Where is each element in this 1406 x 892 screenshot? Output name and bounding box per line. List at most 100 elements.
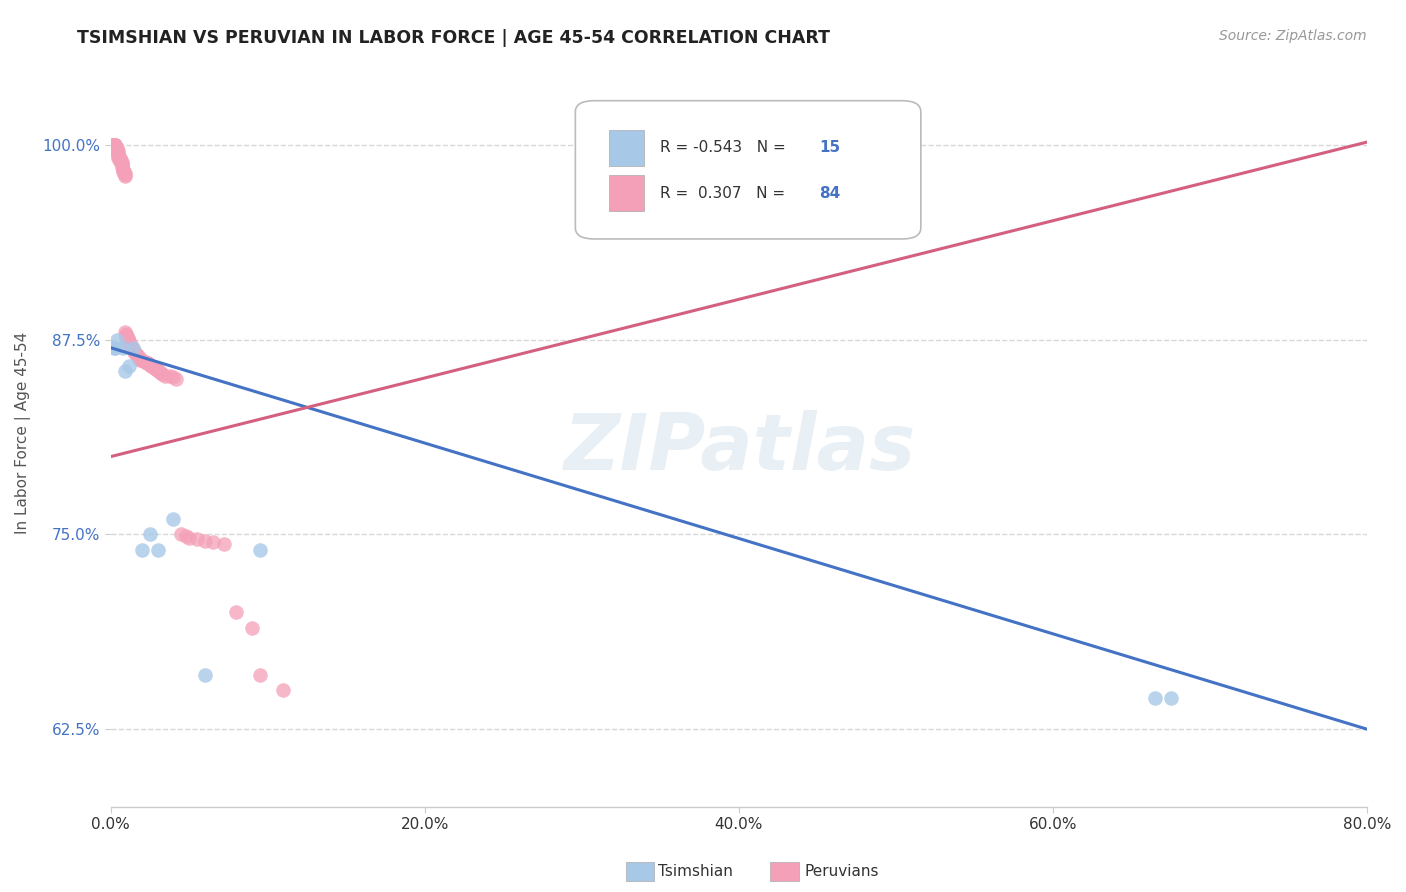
Point [134,354,156,368]
Point [145,362,167,376]
Point [174,529,197,543]
Point [114,166,136,180]
Point [120,339,142,353]
Point [194,533,217,548]
Point [114,325,136,339]
Point [212,537,235,551]
Point [110,157,132,171]
Point [118,336,141,351]
Point [146,364,169,378]
Point [103,138,125,153]
Point [121,341,143,355]
Point [105,145,128,159]
Text: Source: ZipAtlas.com: Source: ZipAtlas.com [1219,29,1367,43]
FancyBboxPatch shape [575,101,921,239]
Point [146,543,169,558]
Bar [609,176,644,211]
Point [105,143,128,157]
Point [150,367,173,381]
Point [129,353,152,368]
Point [186,532,208,546]
Point [135,356,157,370]
Point [103,138,125,153]
Point [122,345,145,359]
Point [124,347,146,361]
Text: TSIMSHIAN VS PERUVIAN IN LABOR FORCE | AGE 45-54 CORRELATION CHART: TSIMSHIAN VS PERUVIAN IN LABOR FORCE | A… [77,29,831,46]
Point [108,153,131,168]
Point [107,147,129,161]
Point [104,341,127,355]
Point [120,341,142,355]
Point [104,141,127,155]
Point [107,146,129,161]
Point [128,350,150,364]
Text: 15: 15 [820,140,841,155]
Point [159,368,181,383]
Point [121,342,143,356]
Point [162,370,184,384]
Point [128,351,150,366]
Point [104,138,127,153]
Point [155,368,177,383]
Point [148,364,170,378]
Point [249,543,271,558]
Point [105,145,128,159]
Point [104,138,127,153]
Point [149,366,172,380]
Point [114,169,136,184]
Point [194,667,217,681]
Point [103,341,125,355]
Point [139,527,162,541]
Point [110,159,132,173]
Text: Peruvians: Peruvians [804,864,879,879]
Point [108,151,131,165]
Text: R =  0.307   N =: R = 0.307 N = [659,186,790,201]
Point [136,356,159,370]
Point [107,145,129,159]
Point [117,333,139,347]
Point [170,527,193,541]
Point [1160,690,1182,705]
Point [101,138,124,153]
Point [105,333,128,347]
Point [114,364,136,378]
Point [110,155,132,169]
Point [101,138,124,153]
Point [115,326,138,341]
Point [122,343,145,358]
Point [118,334,141,349]
Point [103,138,125,153]
Point [1143,690,1166,705]
Point [108,153,131,167]
Point [143,360,166,375]
Point [108,153,131,168]
Bar [609,130,644,166]
Point [131,353,153,368]
Point [127,348,149,362]
Point [249,667,271,681]
Point [104,138,127,153]
Point [104,141,127,155]
Text: ZIPatlas: ZIPatlas [562,410,915,486]
Point [110,157,132,171]
Point [225,605,247,619]
Point [103,138,125,153]
Point [117,333,139,347]
Point [115,330,138,344]
Point [118,359,141,374]
Point [177,531,200,545]
Point [115,328,138,343]
Point [107,149,129,163]
Point [112,163,135,178]
Point [271,683,294,698]
Point [110,160,132,174]
Text: Tsimshian: Tsimshian [658,864,733,879]
Y-axis label: In Labor Force | Age 45-54: In Labor Force | Age 45-54 [15,332,31,534]
Point [139,358,162,372]
Point [117,331,139,345]
Point [105,141,128,155]
Point [166,372,188,386]
Point [162,512,184,526]
Point [131,543,153,558]
Text: R = -0.543   N =: R = -0.543 N = [659,140,790,155]
